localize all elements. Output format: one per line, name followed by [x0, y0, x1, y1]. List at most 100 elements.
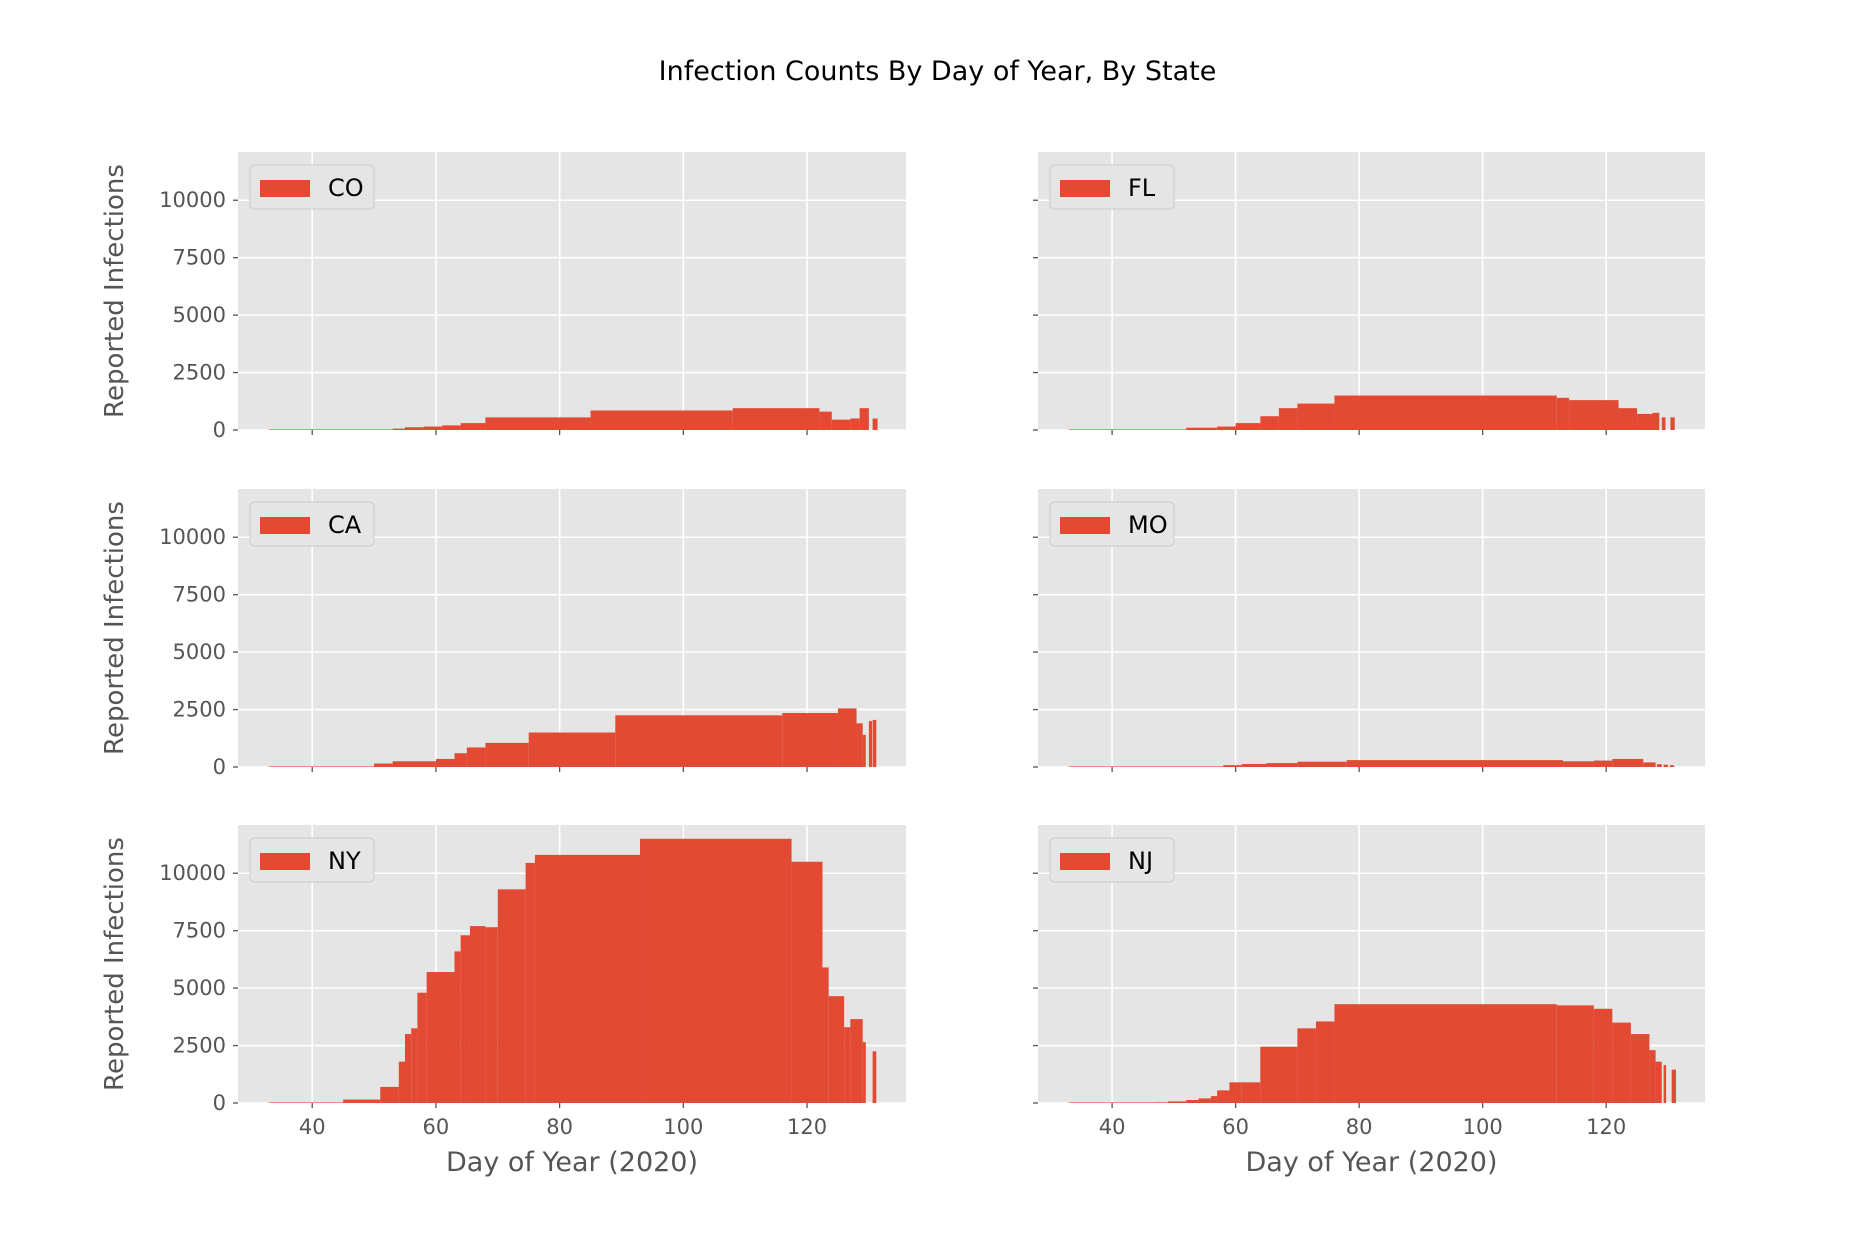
bar [380, 1086, 399, 1103]
legend-label: MO [1128, 511, 1168, 539]
y-tick-label: 10000 [159, 861, 226, 885]
bar [454, 753, 467, 767]
legend-swatch [260, 853, 310, 870]
x-tick-label: 40 [1099, 1115, 1126, 1139]
bar [485, 927, 498, 1103]
bar [1235, 423, 1261, 430]
bar [1266, 763, 1298, 767]
bar [732, 408, 820, 430]
bar [469, 926, 486, 1103]
y-tick-label: 0 [213, 418, 226, 442]
bar [1217, 1090, 1230, 1103]
bar [460, 423, 486, 430]
y-tick-label: 2500 [173, 1034, 226, 1058]
bar [268, 429, 393, 430]
bar [435, 758, 455, 767]
subplot-ny: 40 60 80 100 120 0 2500 5000 7500 10000 Reported I… [100, 825, 906, 1178]
bar [1334, 1004, 1557, 1103]
bar [1167, 1101, 1187, 1103]
bar [872, 719, 877, 767]
bar [405, 1034, 412, 1103]
x-tick-label: 60 [423, 1115, 450, 1139]
bar [1649, 1050, 1656, 1103]
bar [572, 854, 641, 1103]
bar [426, 972, 455, 1103]
legend-box [1049, 501, 1175, 547]
figure-title: Infection Counts By Day of Year, By Stat… [658, 56, 1217, 87]
bar [1612, 1022, 1631, 1103]
legend-box [1049, 837, 1175, 883]
legend-label: FL [1128, 174, 1156, 202]
y-tick-label: 10000 [159, 525, 226, 549]
bar [822, 967, 829, 1103]
bar [405, 427, 424, 430]
bar [343, 1099, 381, 1103]
y-tick-label: 5000 [173, 303, 226, 327]
bar [528, 732, 616, 767]
bar [1297, 403, 1335, 430]
subplot-fl: FL [1033, 152, 1705, 435]
bar [1260, 1046, 1298, 1103]
bar [466, 747, 486, 767]
bar [1068, 1102, 1156, 1103]
bar [819, 411, 832, 430]
bar [460, 935, 470, 1103]
bar [442, 425, 461, 430]
bar [1068, 429, 1187, 430]
bar [1593, 1008, 1613, 1103]
bar [850, 1019, 863, 1103]
y-tick-label: 7500 [173, 919, 226, 943]
subplot-nj: 40 60 80 100 120 Day of Year (2020) NJ [1033, 825, 1705, 1178]
bar [1229, 1082, 1242, 1103]
y-tick-label: 0 [213, 755, 226, 779]
bar [859, 408, 869, 430]
bar [1612, 758, 1644, 767]
bar [1346, 760, 1563, 767]
legend-box [1049, 164, 1175, 210]
bar [791, 861, 823, 1103]
bar [1671, 1069, 1676, 1103]
bar [1223, 765, 1242, 767]
bar [454, 951, 461, 1103]
bar [1297, 761, 1347, 767]
bar [417, 992, 427, 1103]
subplot-mo: MO [1033, 489, 1705, 772]
legend: MO [1049, 501, 1175, 547]
bar [862, 1042, 866, 1103]
bar [1198, 1098, 1211, 1103]
bar [1556, 1005, 1594, 1103]
bar [1315, 1021, 1335, 1103]
x-axis-label: Day of Year (2020) [1245, 1147, 1497, 1178]
bar [1186, 1100, 1199, 1103]
legend: CA [249, 501, 375, 547]
y-tick-label: 0 [213, 1091, 226, 1115]
x-tick-label: 80 [546, 1115, 573, 1139]
bar [268, 766, 375, 767]
bar [1661, 417, 1666, 430]
y-tick-label: 10000 [159, 188, 226, 212]
legend-swatch [260, 517, 310, 534]
bar [615, 715, 783, 767]
legend-swatch [260, 180, 310, 197]
bar [856, 723, 863, 767]
legend-label: CO [328, 174, 364, 202]
bar [1669, 765, 1675, 767]
x-tick-label: 60 [1222, 1115, 1249, 1139]
x-tick-label: 80 [1346, 1115, 1373, 1139]
bar [423, 426, 443, 430]
legend-swatch [1060, 180, 1110, 197]
bar [1652, 412, 1660, 430]
x-tick-label: 100 [1463, 1115, 1503, 1139]
bar [1334, 395, 1557, 430]
bar [485, 417, 591, 430]
bar [590, 410, 733, 430]
bar [1155, 1102, 1168, 1103]
bar [831, 419, 851, 430]
legend-swatch [1060, 853, 1110, 870]
y-tick-label: 2500 [173, 361, 226, 385]
legend-box [249, 837, 375, 883]
bar [374, 763, 393, 767]
legend: CO [249, 164, 375, 210]
bar [534, 854, 572, 1103]
